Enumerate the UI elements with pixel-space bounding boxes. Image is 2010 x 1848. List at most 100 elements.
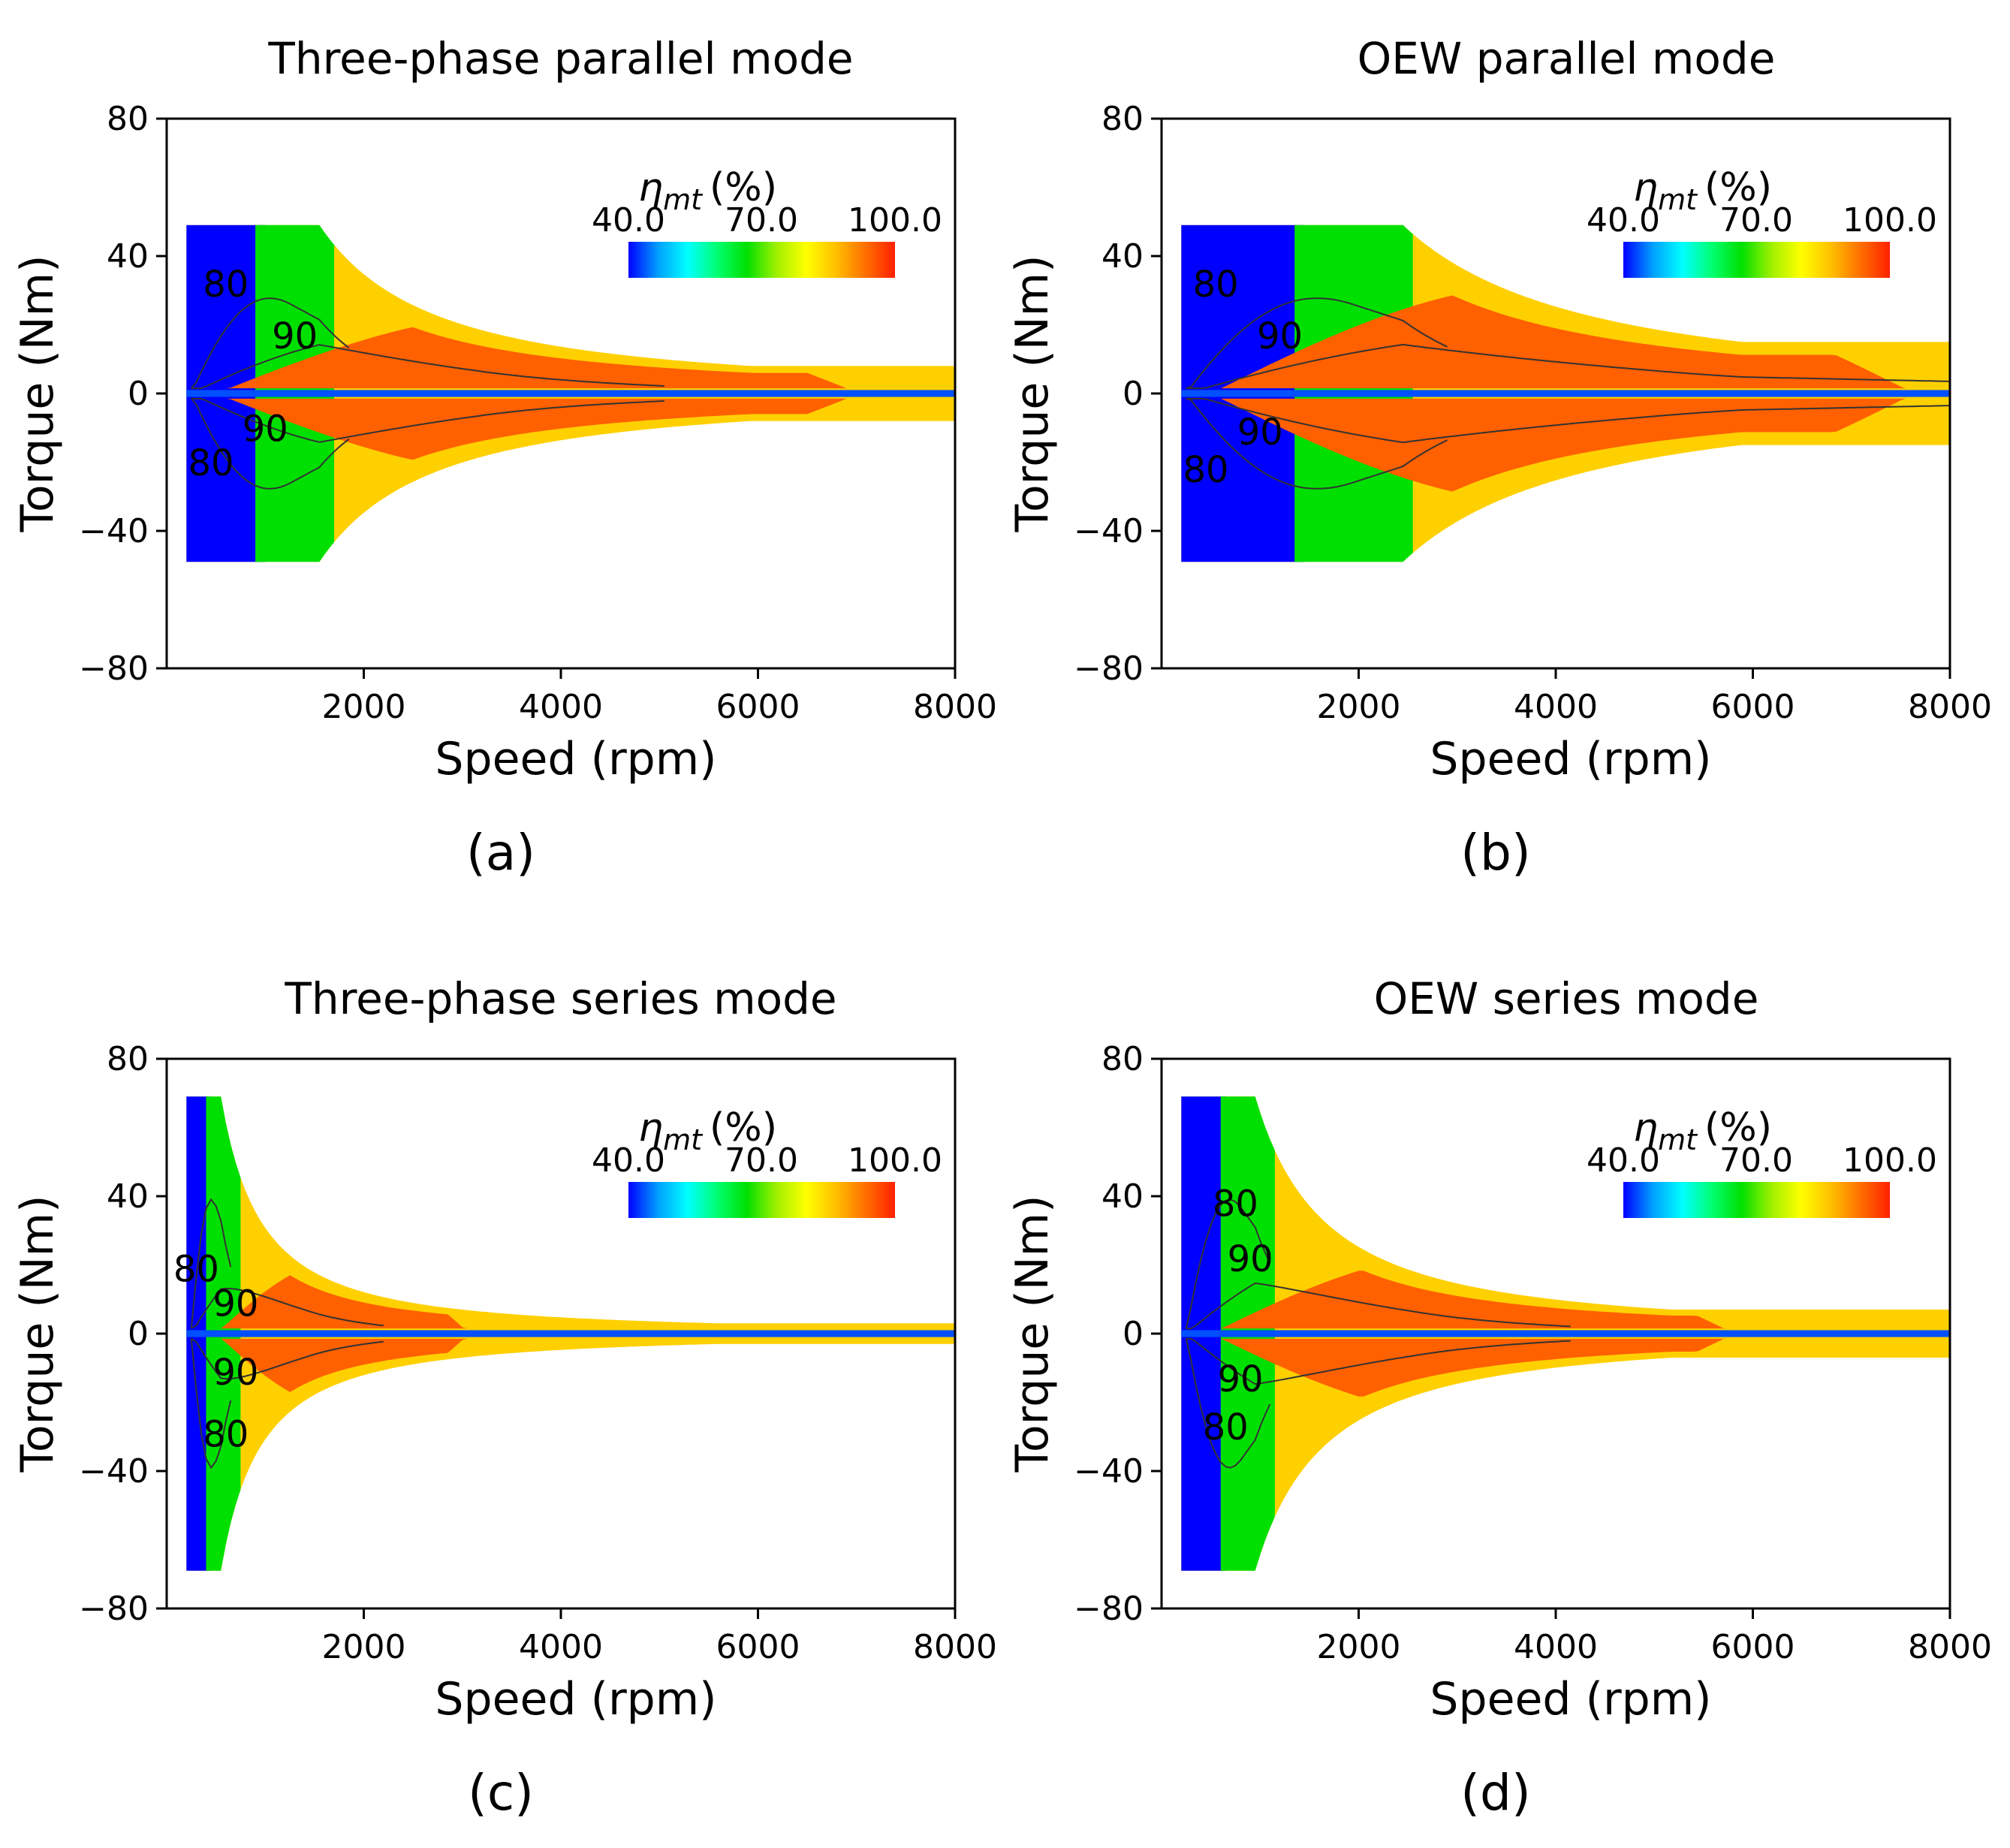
x-axis-label: Speed (rpm)	[1430, 1673, 1711, 1726]
colorbar-label: ηmt	[638, 165, 704, 216]
x-tick-label: 4000	[519, 688, 603, 726]
x-tick-label: 6000	[1711, 688, 1795, 726]
y-tick-label: −80	[79, 650, 149, 688]
colorbar-label-subscript: mt	[663, 1123, 704, 1156]
colorbar-gradient	[628, 242, 895, 278]
x-tick-label: 8000	[1908, 688, 1992, 726]
y-tick-label: −40	[1074, 512, 1144, 550]
y-tick-label: 40	[1101, 1177, 1144, 1216]
contour-90-upper	[1186, 1282, 1571, 1330]
colorbar-tick-mid: 70.0	[725, 201, 798, 240]
panel-label: (b)	[1460, 824, 1530, 882]
contour-label-2: 90	[212, 1352, 258, 1394]
colorbar-tick-min: 40.0	[1587, 1141, 1660, 1180]
y-tick-label: 0	[1123, 375, 1144, 413]
y-ticks: 80 40 0 −40 −80	[1074, 1040, 1162, 1628]
y-tick-label: 0	[128, 375, 149, 413]
colorbar: ηmt (%) 40.0 70.0 100.0	[1587, 1105, 1937, 1218]
colorbar-tick-mid: 70.0	[725, 1141, 798, 1180]
y-tick-label: 0	[128, 1315, 149, 1353]
colorbar-label-unit: (%)	[1704, 1105, 1772, 1150]
colorbar: ηmt (%) 40.0 70.0 100.0	[592, 1105, 942, 1218]
x-tick-label: 2000	[1317, 688, 1401, 726]
contour-90-lower	[1186, 1337, 1571, 1385]
colorbar-tick-min: 40.0	[1587, 201, 1660, 240]
colorbar-label: ηmt	[1633, 1105, 1698, 1156]
contour-80-upper	[1185, 1198, 1271, 1329]
x-tick-label: 6000	[716, 688, 800, 726]
y-ticks: 80 40 0 −40 −80	[1074, 100, 1162, 688]
colorbar-gradient	[1623, 242, 1890, 278]
x-ticks: 2000 4000 6000 8000	[1317, 1608, 1992, 1666]
x-tick-label: 2000	[1317, 1628, 1401, 1666]
contour-label-0: 80	[1193, 264, 1239, 306]
x-tick-label: 6000	[716, 1628, 800, 1666]
contour-90-upper	[1186, 343, 1951, 390]
y-axis-label: Torque (Nm)	[11, 1195, 64, 1473]
x-ticks: 2000 4000 6000 8000	[1317, 668, 1992, 726]
colorbar-label-subscript: mt	[663, 183, 704, 216]
contour-label-3: 80	[1183, 449, 1229, 491]
panel-label: (c)	[468, 1764, 534, 1822]
colorbar-label-unit: (%)	[710, 1105, 777, 1150]
chart-title: Three-phase parallel mode	[267, 33, 853, 84]
contour-label-2: 90	[1217, 1358, 1263, 1400]
contour-label-2: 90	[1237, 412, 1283, 454]
contour-label-1: 90	[272, 315, 318, 357]
chart-title: OEW series mode	[1374, 973, 1759, 1024]
y-tick-label: 40	[107, 1177, 149, 1216]
contour-80-upper	[191, 297, 350, 389]
zero-torque-low-efficiency-strip	[1181, 390, 1950, 397]
colorbar-label: ηmt	[1633, 165, 1698, 216]
colorbar-tick-max: 100.0	[848, 1141, 942, 1180]
contour-label-0: 80	[1213, 1183, 1258, 1225]
y-tick-label: −80	[1074, 1590, 1144, 1628]
x-ticks: 2000 4000 6000 8000	[322, 1608, 997, 1666]
x-axis-label: Speed (rpm)	[435, 733, 716, 785]
x-tick-label: 2000	[322, 1628, 406, 1666]
contour-label-3: 80	[1203, 1406, 1249, 1449]
colorbar-label-subscript: mt	[1658, 183, 1698, 216]
contour-label-3: 80	[188, 442, 234, 484]
x-tick-label: 4000	[1514, 688, 1598, 726]
colorbar-label-subscript: mt	[1658, 1123, 1698, 1156]
y-tick-label: −40	[1074, 1452, 1144, 1491]
chart-title: OEW parallel mode	[1358, 33, 1776, 84]
colorbar-gradient	[628, 1182, 895, 1218]
colorbar-tick-mid: 70.0	[1719, 201, 1793, 240]
colorbar-tick-max: 100.0	[1843, 1141, 1937, 1180]
colorbar-label-unit: (%)	[1704, 165, 1772, 210]
contour-80-upper	[1186, 297, 1448, 390]
contour-90-lower	[191, 1338, 384, 1380]
y-tick-label: −40	[79, 512, 149, 550]
y-tick-label: 40	[1101, 237, 1144, 276]
x-tick-label: 2000	[322, 688, 406, 726]
x-tick-label: 6000	[1711, 1628, 1795, 1666]
x-tick-label: 8000	[913, 688, 997, 726]
panel-label: (a)	[466, 824, 535, 882]
colorbar-tick-mid: 70.0	[1719, 1141, 1793, 1180]
contour-80-lower	[191, 398, 350, 490]
y-tick-label: 80	[107, 1040, 149, 1078]
y-tick-label: 40	[107, 237, 149, 276]
colorbar-gradient	[1623, 1182, 1890, 1218]
panel-label: (d)	[1460, 1764, 1530, 1822]
y-tick-label: −40	[79, 1452, 149, 1491]
y-axis-label: Torque (Nm)	[1006, 1195, 1059, 1473]
x-axis-label: Speed (rpm)	[1430, 733, 1711, 785]
x-tick-label: 8000	[913, 1628, 997, 1666]
y-tick-label: −80	[1074, 650, 1144, 688]
colorbar-label-unit: (%)	[710, 165, 777, 210]
x-tick-label: 8000	[1908, 1628, 1992, 1666]
contour-80-lower	[1186, 397, 1448, 490]
peak-efficiency-region-lower	[1210, 1338, 1758, 1397]
zero-torque-low-efficiency-strip	[1181, 1330, 1950, 1337]
contour-90-upper	[191, 344, 664, 390]
